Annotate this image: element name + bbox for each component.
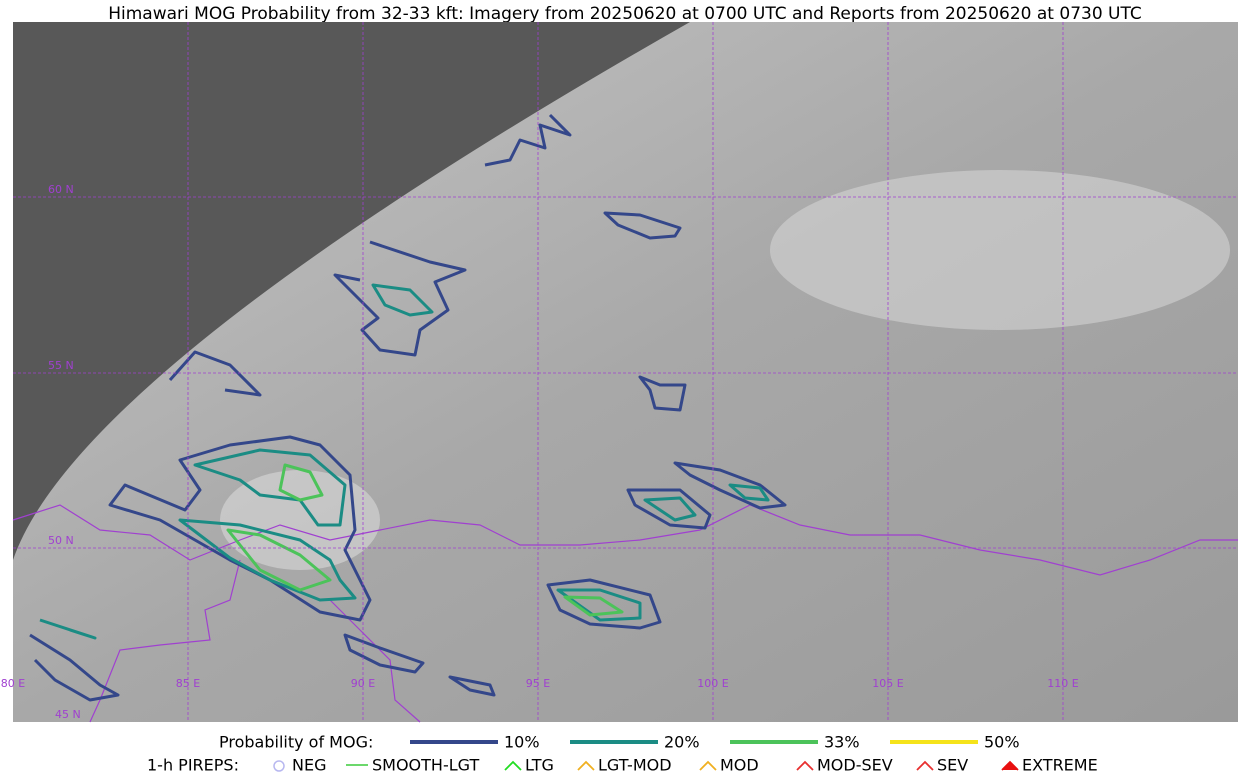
contour-10 <box>673 461 787 510</box>
contour-10 <box>108 435 372 622</box>
legend-item: 50% <box>984 733 1020 752</box>
contour-20 <box>193 448 347 527</box>
contour-10 <box>333 240 467 357</box>
contour-10 <box>484 113 572 167</box>
contour-10 <box>626 488 712 530</box>
contour-20 <box>39 618 97 640</box>
legend-label: 1-h PIREPS: <box>147 756 239 775</box>
lon-label: 85 E <box>176 677 200 690</box>
contour-10 <box>29 633 120 702</box>
contour-10 <box>546 578 662 630</box>
legend-item: MOD <box>720 756 759 775</box>
legend-item: LTG <box>525 756 554 775</box>
lat-label: 60 N <box>48 183 74 196</box>
legend-item: SMOOTH-LGT <box>372 756 479 775</box>
contour-10 <box>343 633 425 674</box>
cloud <box>770 170 1230 330</box>
pirep-symbol <box>504 760 522 771</box>
lon-label: 90 E <box>351 677 375 690</box>
lat-label: 55 N <box>48 359 74 372</box>
contour-20 <box>178 518 357 602</box>
lon-label: 95 E <box>526 677 550 690</box>
legend-item: 10% <box>504 733 540 752</box>
border <box>12 504 1238 576</box>
contour-10 <box>448 675 496 697</box>
border <box>89 559 241 723</box>
lat-label: 50 N <box>48 534 74 547</box>
lon-label: 100 E <box>697 677 728 690</box>
pirep-symbol <box>577 760 595 771</box>
contour-20 <box>728 483 770 502</box>
legend-item: NEG <box>292 756 326 775</box>
legend-item: 20% <box>664 733 700 752</box>
contour-33 <box>226 528 332 592</box>
legend-item: 33% <box>824 733 860 752</box>
pirep-symbol <box>916 760 934 771</box>
contour-10 <box>638 375 687 412</box>
legend: Probability of MOG: 10% 20% 33% 50% 1-h PIREP… <box>147 733 1098 775</box>
space <box>13 22 690 560</box>
legend-item: MOD-SEV <box>817 756 893 775</box>
pirep-symbol <box>699 760 717 771</box>
lat-label: 45 N <box>55 708 81 721</box>
legend-item: EXTREME <box>1022 756 1098 775</box>
contour-10 <box>168 350 262 397</box>
contour-20 <box>371 283 434 317</box>
contour-10 <box>603 211 682 240</box>
graticule: 60 N 55 N 50 N 45 N 80 E 85 E 90 E 95 E 100 E 105… <box>1 22 1238 722</box>
map-title: Himawari MOG Probability from 32-33 kft:… <box>108 4 1142 24</box>
lon-label: 80 E <box>1 677 25 690</box>
pirep-symbol <box>796 760 814 771</box>
lon-label: 110 E <box>1047 677 1078 690</box>
contours <box>29 113 787 702</box>
contour-33 <box>563 595 624 617</box>
map: 60 N 55 N 50 N 45 N 80 E 85 E 90 E 95 E 100 E 105… <box>1 22 1238 723</box>
pirep-symbol <box>1001 760 1019 771</box>
pirep-symbol <box>273 760 285 772</box>
legend-item: SEV <box>937 756 968 775</box>
lon-label: 105 E <box>872 677 903 690</box>
border <box>329 599 421 723</box>
legend-label: Probability of MOG: <box>219 733 373 752</box>
legend-item: LGT-MOD <box>598 756 672 775</box>
contour-33 <box>278 463 324 502</box>
contour-20 <box>643 496 697 522</box>
